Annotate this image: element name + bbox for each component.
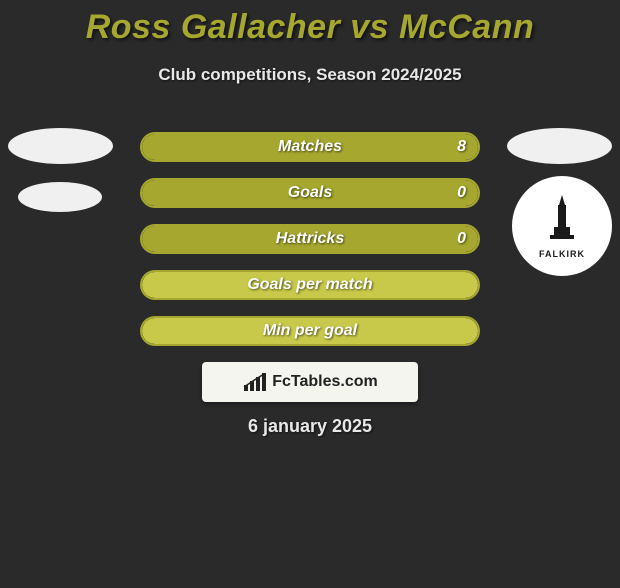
- brand-badge: FcTables.com: [202, 362, 418, 402]
- player-right-avatar: FALKIRK: [507, 128, 612, 233]
- silhouette-body-icon: [18, 182, 102, 212]
- stat-bar-label: Matches: [142, 138, 478, 156]
- stat-bar: Hattricks0: [140, 224, 480, 254]
- stat-bar-value: 0: [457, 184, 466, 202]
- stats-bars: Matches8Goals0Hattricks0Goals per matchM…: [140, 132, 480, 362]
- stat-bar: Goals0: [140, 178, 480, 208]
- stat-bar: Matches8: [140, 132, 480, 162]
- bar-chart-icon: [242, 371, 268, 393]
- crest-text: FALKIRK: [539, 249, 585, 259]
- stat-bar: Min per goal: [140, 316, 480, 346]
- falkirk-steeple-icon: [539, 193, 585, 247]
- player-left-avatar: [8, 128, 113, 233]
- snapshot-date: 6 january 2025: [0, 416, 620, 437]
- page-title: Ross Gallacher vs McCann: [0, 8, 620, 47]
- stat-bar-label: Hattricks: [142, 230, 478, 248]
- stat-bar-label: Goals: [142, 184, 478, 202]
- club-crest-icon: FALKIRK: [512, 176, 612, 276]
- brand-text: FcTables.com: [272, 373, 378, 391]
- stat-bar-label: Goals per match: [142, 276, 478, 294]
- stat-bar: Goals per match: [140, 270, 480, 300]
- stat-bar-value: 8: [457, 138, 466, 156]
- stat-bar-label: Min per goal: [142, 322, 478, 340]
- silhouette-head-icon: [8, 128, 113, 164]
- silhouette-head-icon: [507, 128, 612, 164]
- stat-bar-value: 0: [457, 230, 466, 248]
- page-subtitle: Club competitions, Season 2024/2025: [0, 65, 620, 85]
